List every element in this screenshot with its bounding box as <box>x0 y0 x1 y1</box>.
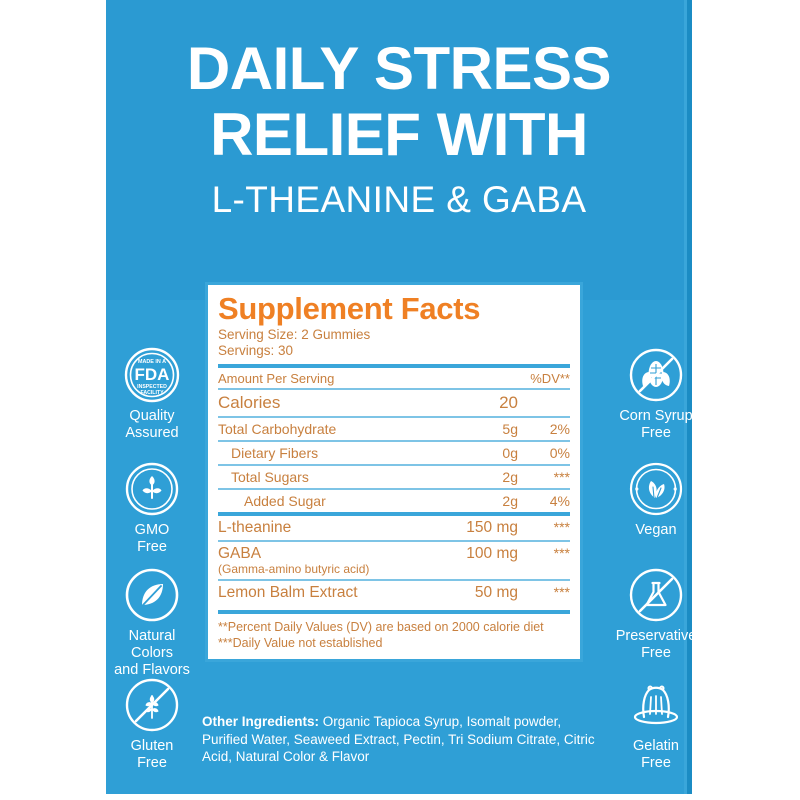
badge-vegan: Vegan <box>604 460 692 539</box>
badge-gmo-free: GMO Free <box>106 460 204 556</box>
jelly-mold-icon <box>604 676 692 734</box>
footnote-daily-values: **Percent Daily Values (DV) are based on… <box>218 620 544 634</box>
table-row: Total Sugars 2g *** <box>218 464 570 489</box>
nutrient-amount: 2g <box>426 464 518 489</box>
leaf-icon <box>106 566 204 624</box>
nutrient-amount: 5g <box>426 416 518 441</box>
panel-top-shade <box>106 0 692 300</box>
badge-natural-colors-flavors: Natural Colors and Flavors <box>106 566 204 679</box>
nutrient-amount: 20 <box>426 388 518 417</box>
table-header-row: Amount Per Serving %DV** <box>218 368 570 389</box>
table-row: Calories 20 <box>218 388 570 417</box>
nutrient-daily-value: *** <box>518 579 570 605</box>
nutrient-name: L-theanine <box>218 512 426 541</box>
panel-right-edge <box>687 0 692 794</box>
svg-text:FACILITY: FACILITY <box>140 390 164 396</box>
sprout-icon <box>106 460 204 518</box>
fda-seal-icon: MADE IN A FDA INSPECTED FACILITY <box>106 346 204 404</box>
badge-caption: GMO Free <box>134 522 170 555</box>
servings-per-container-text: Servings: 30 <box>218 343 294 358</box>
badge-caption: Vegan <box>635 522 677 538</box>
nutrient-amount: 100 mg <box>426 540 518 580</box>
nutrient-daily-value: 2% <box>518 416 570 441</box>
divider-thick-bottom <box>218 610 570 614</box>
nutrient-daily-value: *** <box>518 540 570 580</box>
badge-gluten-free: Gluten Free <box>106 676 204 772</box>
badge-caption: Natural Colors and Flavors <box>114 628 190 678</box>
badge-caption: Gluten Free <box>130 738 174 771</box>
svg-text:INSPECTED: INSPECTED <box>137 384 167 390</box>
nutrient-name: Lemon Balm Extract <box>218 579 426 605</box>
nutrient-amount: 150 mg <box>426 512 518 541</box>
nutrient-daily-value: 4% <box>518 488 570 514</box>
nutrient-amount: 2g <box>426 488 518 514</box>
headline-line-3: L-THEANINE & GABA <box>211 179 587 220</box>
no-wheat-icon <box>106 676 204 734</box>
nutrient-daily-value: *** <box>518 512 570 541</box>
nutrient-name: GABA (Gamma-amino butyric acid) <box>218 540 426 580</box>
badge-caption: Quality Assured <box>125 408 179 441</box>
badge-quality-assured: MADE IN A FDA INSPECTED FACILITY Quality… <box>106 346 204 442</box>
nutrient-name: Calories <box>218 388 426 417</box>
headline-block: DAILY STRESS RELIEF WITH L-THEANINE & GA… <box>106 36 692 226</box>
nutrient-name: Total Sugars <box>218 464 426 489</box>
panel-right-highlight <box>684 0 687 794</box>
nutrient-name: Total Carbohydrate <box>218 416 426 441</box>
nutrient-daily-value: 0% <box>518 440 570 465</box>
nutrient-daily-value: *** <box>518 464 570 489</box>
other-ingredients-block: Other Ingredients: Organic Tapioca Syrup… <box>202 713 602 766</box>
nutrient-subtitle: (Gamma-amino butyric acid) <box>218 562 370 576</box>
divider-thick-top <box>218 364 570 368</box>
other-ingredients-text: Organic Tapioca Syrup, Isomalt powder, P… <box>202 714 595 764</box>
table-row: L-theanine 150 mg *** <box>218 512 570 541</box>
nutrient-name: Added Sugar <box>218 488 426 514</box>
headline-line-1: DAILY STRESS <box>186 35 612 102</box>
table-row: GABA (Gamma-amino butyric acid) 100 mg *** <box>218 540 570 580</box>
badge-preservative-free: Preservative Free <box>604 566 692 662</box>
nutrient-amount: 0g <box>426 440 518 465</box>
supplement-facts-title: Supplement Facts <box>218 291 481 326</box>
header-amount-per-serving: Amount Per Serving <box>218 371 335 386</box>
table-row: Total Carbohydrate 5g 2% <box>218 416 570 441</box>
other-ingredients-label: Other Ingredients: <box>202 714 320 729</box>
nutrient-amount: 50 mg <box>426 579 518 605</box>
badge-caption: Gelatin Free <box>633 738 679 771</box>
two-leaves-icon <box>604 460 692 518</box>
footnote-dv-not-established: ***Daily Value not established <box>218 636 383 650</box>
badge-caption: Corn Syrup Free <box>619 408 692 441</box>
no-flask-icon <box>604 566 692 624</box>
header-percent-dv: %DV** <box>530 371 570 386</box>
nutrient-daily-value <box>518 388 570 417</box>
table-row: Lemon Balm Extract 50 mg *** <box>218 579 570 605</box>
no-corn-icon <box>604 346 692 404</box>
svg-text:FDA: FDA <box>135 365 170 384</box>
table-row: Added Sugar 2g 4% <box>218 488 570 514</box>
serving-size-text: Serving Size: 2 Gummies <box>218 327 371 342</box>
badge-caption: Preservative Free <box>615 628 692 661</box>
blue-product-panel: DAILY STRESS RELIEF WITH L-THEANINE & GA… <box>106 0 692 794</box>
headline-line-2: RELIEF WITH <box>210 101 588 168</box>
nutrition-table: Amount Per Serving %DV** Calories 20 Total… <box>218 368 570 605</box>
badge-corn-syrup-free: Corn Syrup Free <box>604 346 692 442</box>
supplement-facts-panel: Supplement Facts Serving Size: 2 Gummies… <box>205 282 583 662</box>
nutrient-name: Dietary Fibers <box>218 440 426 465</box>
svg-text:MADE IN A: MADE IN A <box>138 359 166 365</box>
badge-gelatin-free: Gelatin Free <box>604 676 692 772</box>
table-row: Dietary Fibers 0g 0% <box>218 440 570 465</box>
